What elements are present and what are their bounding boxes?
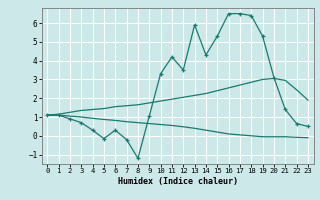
X-axis label: Humidex (Indice chaleur): Humidex (Indice chaleur)	[118, 177, 237, 186]
